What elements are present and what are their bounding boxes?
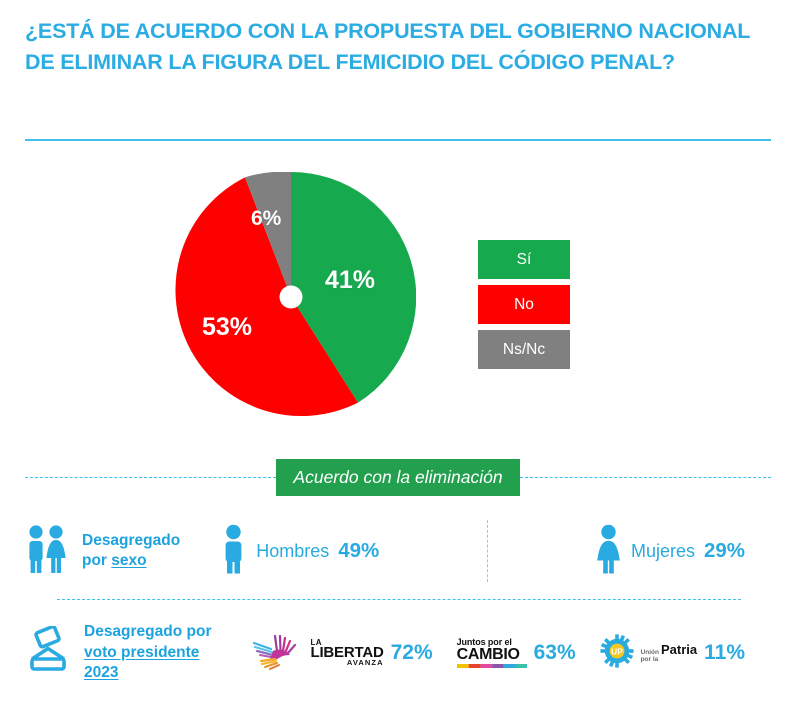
union-por-la-patria-logo-text: Unión por la Patria (641, 643, 698, 664)
pie-slice-si (291, 172, 416, 403)
jxc-logo-line1: Juntos por el (456, 637, 512, 647)
stat-hombres-value: 49% (338, 539, 380, 562)
legend-label-no: No (514, 295, 534, 313)
stat-mujeres-name: Mujeres (630, 540, 695, 561)
stat-hombres-name: Hombres (256, 540, 330, 561)
pie-slice-no (175, 177, 358, 417)
stat-mujeres: Mujeres 29% (595, 524, 745, 579)
breakdown-by-sex-category: Desagregado por sexo (25, 524, 180, 579)
agreement-banner: Acuerdo con la eliminación (276, 459, 520, 496)
la-libertad-avanza-logo-text: LA LIBERTAD AVANZA (310, 637, 384, 668)
title-divider (25, 139, 771, 141)
breakdown-by-sex-label-line2-plain: por (82, 552, 112, 569)
la-libertad-avanza-logo-icon (251, 630, 303, 677)
up-logo-line1a: Unión (640, 648, 659, 656)
breakdown-by-vote-label-line2: voto presidente (84, 643, 200, 661)
breakdown-by-sex-label: Desagregado por sexo (82, 531, 180, 572)
pie-label-si: 41% (325, 266, 376, 294)
chart-legend: Sí No Ns/Nc (478, 240, 570, 375)
party-juntos-por-el-cambio: Juntos por el CAMBIO 63% (456, 637, 576, 668)
breakdown-by-sex-label-line1: Desagregado (82, 531, 181, 549)
breakdown-by-vote-label-line3: 2023 (84, 664, 119, 682)
pie-chart-svg (175, 172, 416, 417)
breakdown-by-vote-label-line1: Desagregado por (84, 623, 212, 641)
breakdown-by-sex-row: Desagregado por sexo Hombres 49% (25, 512, 771, 590)
ballot-box-icon (25, 625, 71, 679)
breakdown-by-vote-category: Desagregado por voto presidente 2023 (25, 622, 211, 683)
party-union-por-la-patria-value: 11% (704, 641, 746, 664)
lla-logo-line1: LA (310, 637, 322, 647)
agreement-banner-row: Acuerdo con la eliminación (25, 459, 771, 496)
stat-mujeres-value: 29% (703, 539, 746, 562)
pie-slice-nsnc (245, 172, 291, 297)
pie-center-dot (279, 285, 303, 309)
union-por-la-patria-sun-icon: UP (599, 633, 634, 673)
legend-item-no[interactable]: No (478, 285, 570, 324)
man-icon (220, 524, 247, 579)
jxc-color-bar-icon (456, 664, 527, 668)
breakdown-by-sex-label-line2-underlined: sexo (111, 552, 147, 569)
banner-dash-right (519, 477, 771, 478)
rows-dashed-divider (57, 599, 741, 600)
lla-logo-line3: AVANZA (346, 658, 384, 668)
party-la-libertad-avanza: LA LIBERTAD AVANZA 72% (251, 630, 433, 677)
woman-icon (595, 524, 622, 579)
sex-row-vertical-divider (486, 520, 488, 582)
jxc-logo-line2: CAMBIO (456, 646, 520, 663)
legend-label-si: Sí (516, 250, 532, 268)
up-logo-line1: Unión por la (640, 648, 659, 664)
stat-hombres: Hombres 49% (220, 524, 379, 579)
legend-label-nsnc: Ns/Nc (502, 340, 546, 358)
man-woman-pair-icon (25, 524, 69, 579)
breakdown-by-vote-row: Desagregado por voto presidente 2023 (25, 608, 771, 698)
legend-item-nsnc[interactable]: Ns/Nc (478, 330, 570, 369)
party-juntos-por-el-cambio-value: 63% (533, 641, 576, 664)
svg-text:UP: UP (611, 646, 623, 656)
party-la-libertad-avanza-value: 72% (390, 641, 433, 664)
up-logo-line1b: por la (640, 655, 659, 663)
pie-label-no: 53% (202, 313, 253, 341)
up-logo-line2: Patria (661, 641, 698, 657)
banner-dash-left (25, 477, 277, 478)
legend-item-si[interactable]: Sí (478, 240, 570, 279)
lla-logo-line2: LIBERTAD (310, 644, 384, 662)
party-union-por-la-patria: UP Unión por la Patria 11% (599, 633, 746, 673)
breakdown-by-vote-label: Desagregado por voto presidente 2023 (84, 622, 211, 683)
pie-label-nsnc: 6% (251, 207, 282, 230)
juntos-por-el-cambio-logo-icon: Juntos por el CAMBIO (456, 637, 527, 668)
page-title: ¿Está de acuerdo con la propuesta del go… (25, 19, 750, 75)
pie-chart: 41% 53% 6% (166, 172, 416, 422)
